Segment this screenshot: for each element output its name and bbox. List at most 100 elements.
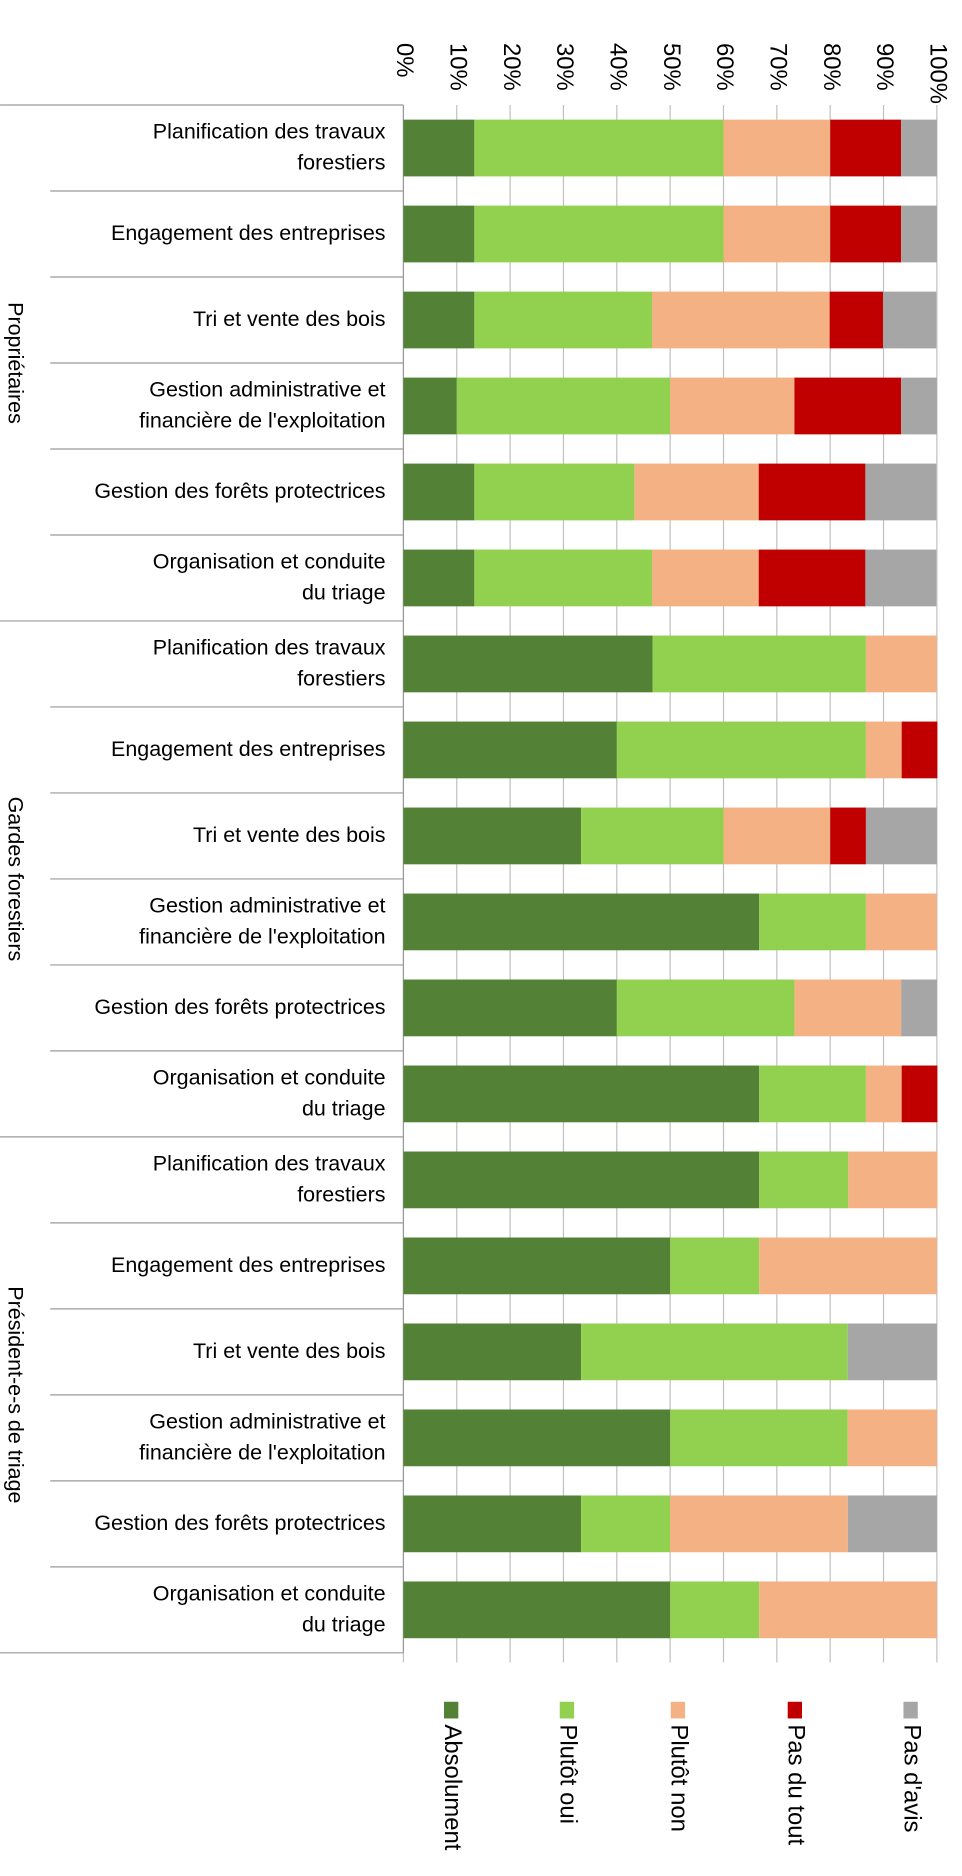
bar-segment	[581, 1495, 671, 1553]
bar-segment	[403, 635, 653, 693]
category-label-line: Gestion administrative et	[149, 1409, 385, 1433]
group-label: Président-e-s de triage	[4, 1286, 28, 1503]
category-label-line: Planification des travaux	[153, 635, 386, 659]
bar-segment	[403, 463, 475, 521]
bar-segment	[403, 979, 617, 1037]
category-label-line: Tri et vente des bois	[193, 307, 386, 331]
bar-segment	[670, 1581, 760, 1639]
x-tick-label: 60%	[711, 43, 738, 91]
bar-segment	[616, 979, 795, 1037]
bar-segment	[865, 549, 937, 607]
bar-segment	[759, 1151, 849, 1209]
x-tick-label: 70%	[765, 43, 792, 91]
bar-segment	[403, 377, 457, 435]
bar-segment	[847, 1409, 937, 1467]
bar-segment	[403, 1581, 671, 1639]
category-label: Engagement des entreprises	[111, 737, 386, 761]
bar-segment	[403, 1409, 671, 1467]
category-label-line: Gestion administrative et	[149, 893, 385, 917]
legend-swatch	[787, 1701, 803, 1719]
bar-segment	[901, 721, 938, 779]
category-label-line: du triage	[302, 1612, 386, 1636]
bar-segment	[901, 979, 937, 1037]
legend-swatch	[444, 1701, 459, 1719]
category-label-line: Gestion des forêts protectrices	[94, 479, 385, 503]
bar-segment	[901, 205, 937, 263]
bar-segment	[830, 807, 866, 865]
category-label-line: Gestion des forêts protectrices	[94, 1511, 385, 1535]
bar-segment	[474, 119, 724, 177]
category-label-line: forestiers	[297, 150, 385, 174]
category-label-line: forestiers	[297, 666, 385, 690]
category-label-line: financière de l'exploitation	[139, 408, 385, 432]
category-label: Gestion administrative et financière de l…	[139, 1409, 385, 1464]
bar-segment	[758, 463, 866, 521]
x-tick-label: 0%	[391, 43, 418, 77]
bar-segment	[865, 1065, 902, 1123]
bar-segment	[474, 205, 724, 263]
category-label-line: Organisation et conduite	[153, 1065, 386, 1089]
bar-segment	[759, 1581, 937, 1639]
bar-segment	[403, 1323, 582, 1381]
bar-segment	[634, 463, 759, 521]
bar-segment	[652, 291, 830, 349]
bar-segment	[616, 721, 866, 779]
category-label: Tri et vente des bois	[193, 823, 386, 847]
category-label: Planification des travaux forestiers	[153, 1151, 386, 1206]
category-label: Organisation et conduite du triage	[153, 549, 386, 604]
category-label-line: Engagement des entreprises	[111, 1253, 386, 1277]
x-tick-label: 10%	[444, 43, 471, 91]
category-label-line: Tri et vente des bois	[193, 823, 386, 847]
bar-segment	[723, 807, 831, 865]
bar-segment	[882, 291, 937, 349]
bar-segment	[652, 549, 759, 607]
bar-segment	[670, 1409, 848, 1467]
category-label-line: Gestion des forêts protectrices	[94, 995, 385, 1019]
bar-segment	[759, 1237, 937, 1295]
bar-segment	[474, 291, 653, 349]
category-label: Engagement des entreprises	[111, 1253, 386, 1277]
bar-segment	[759, 1065, 866, 1123]
bar-segment	[670, 1237, 760, 1295]
category-label: Gestion administrative et financière de l…	[139, 893, 385, 948]
category-label: Gestion des forêts protectrices	[94, 1511, 385, 1535]
bar-segment	[403, 1065, 760, 1123]
legend-label: Plutôt non	[666, 1724, 693, 1831]
category-label-line: Planification des travaux	[153, 1151, 386, 1175]
category-label-line: Planification des travaux	[153, 119, 386, 143]
bar-segment	[847, 1495, 937, 1553]
legend-label: Pas d'avis	[898, 1724, 925, 1832]
category-label-line: du triage	[302, 580, 386, 604]
category-label: Planification des travaux forestiers	[153, 635, 386, 690]
bar-segment	[403, 721, 617, 779]
legend-label: Pas du tout	[783, 1724, 810, 1845]
bar-segment	[759, 893, 866, 951]
bar-segment	[403, 549, 475, 607]
category-label: Gestion administrative et financière de l…	[139, 377, 385, 432]
bar-segment	[865, 463, 937, 521]
category-label-line: du triage	[302, 1096, 386, 1120]
bar-segment	[848, 1151, 938, 1209]
group-label: Gardes forestiers	[4, 797, 28, 962]
bar-segment	[758, 549, 866, 607]
legend-label: Absolument	[439, 1724, 466, 1850]
category-label-line: Engagement des entreprises	[111, 221, 386, 245]
bar-segment	[474, 549, 653, 607]
category-label: Gestion des forêts protectrices	[94, 479, 385, 503]
bar-segment	[403, 1237, 671, 1295]
group-label: Propriétaires	[4, 302, 28, 424]
category-label-line: Engagement des entreprises	[111, 737, 386, 761]
bar-segment	[901, 119, 937, 177]
legend-swatch	[670, 1701, 686, 1719]
bar-segment	[403, 1151, 760, 1209]
bar-segment	[581, 1323, 848, 1381]
bar-segment	[403, 893, 760, 951]
bar-segment	[865, 893, 937, 951]
bar-segment	[723, 205, 831, 263]
category-label: Gestion des forêts protectrices	[94, 995, 385, 1019]
bar-segment	[829, 291, 883, 349]
x-tick-label: 100%	[925, 43, 952, 104]
bar-segment	[403, 1495, 582, 1553]
bar-segment	[865, 721, 902, 779]
